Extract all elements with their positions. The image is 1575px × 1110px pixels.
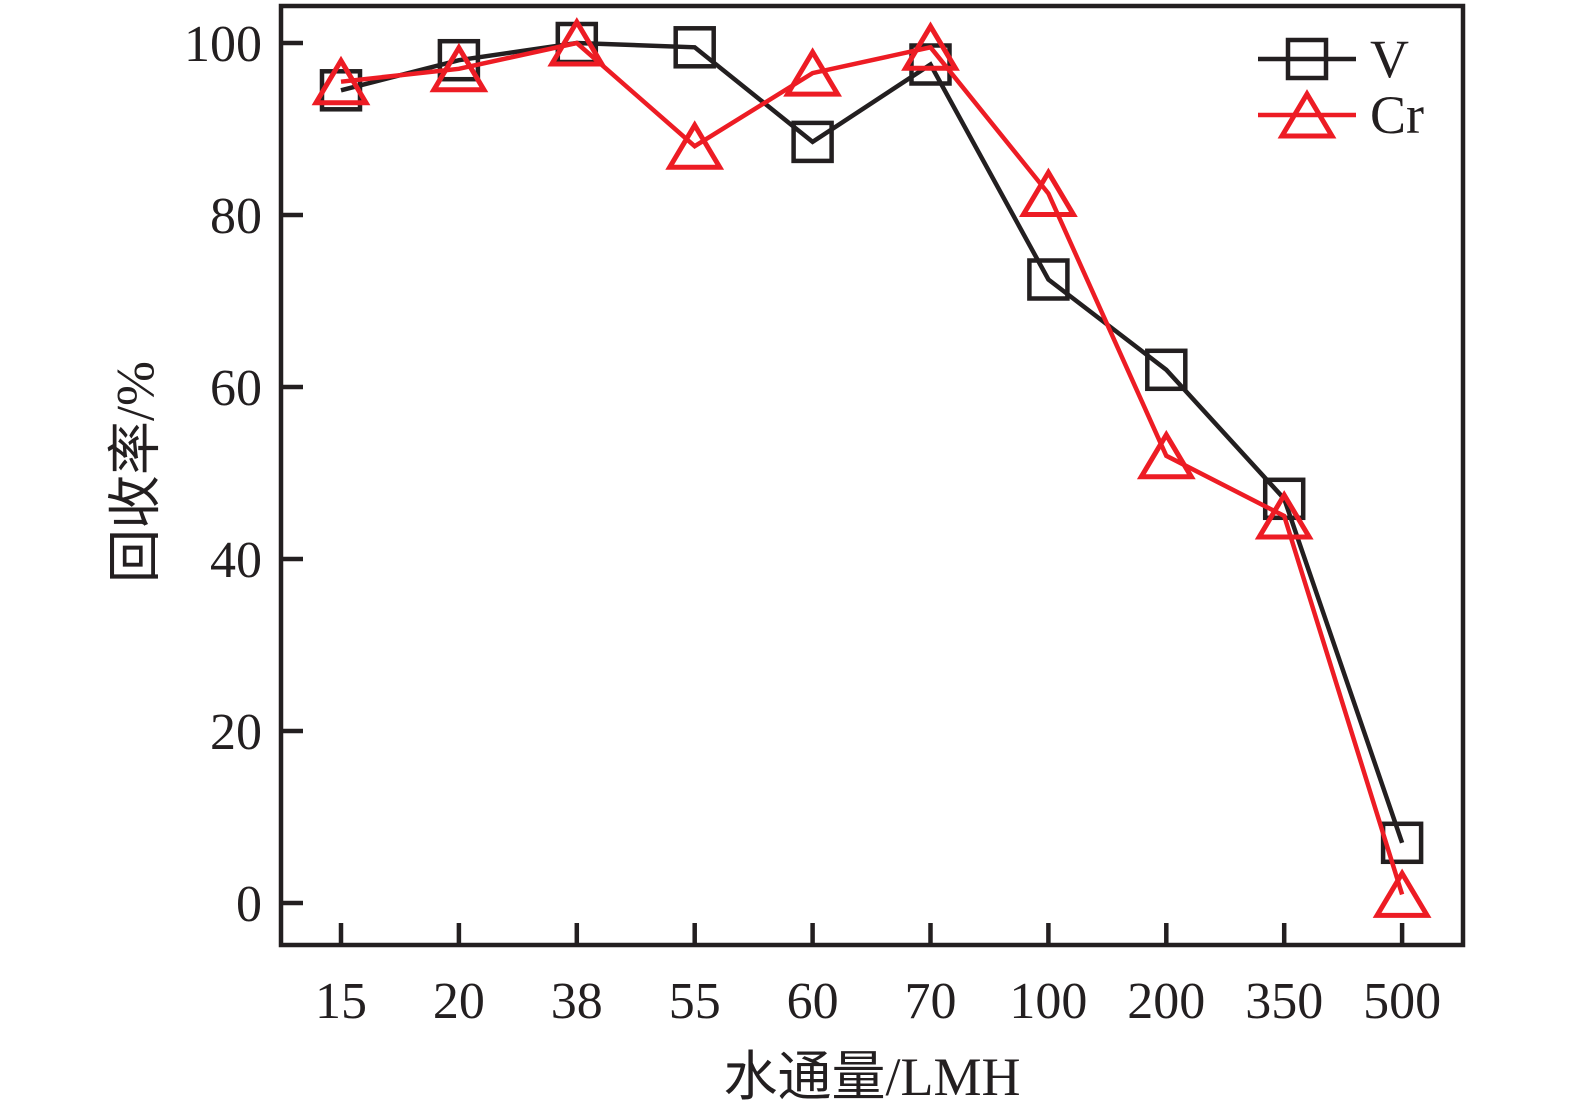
- data-marker-Cr: [1136, 429, 1196, 480]
- legend-label-Cr: Cr: [1370, 85, 1424, 145]
- y-tick-label: 40: [210, 532, 262, 589]
- y-tick-label: 80: [210, 188, 262, 245]
- x-tick-label: 38: [551, 973, 603, 1030]
- x-tick-label: 100: [1009, 973, 1087, 1030]
- legend-entry-Cr: Cr: [1258, 85, 1424, 145]
- data-marker-V: [1380, 821, 1424, 865]
- x-tick-label: 20: [433, 973, 485, 1030]
- data-marker-V: [1027, 258, 1070, 301]
- data-marker-Cr: [1019, 167, 1078, 217]
- data-marker-Cr: [1254, 490, 1314, 540]
- data-marker-Cr: [901, 21, 960, 71]
- x-tick-label: 60: [787, 973, 839, 1030]
- y-tick-label: 100: [184, 16, 262, 73]
- data-marker-Cr: [311, 55, 371, 106]
- series-line-Cr: [340, 40, 1405, 896]
- legend-marker-Cr: [1277, 89, 1337, 139]
- data-marker-Cr: [783, 47, 842, 97]
- y-axis-title: 回收率/%: [105, 361, 166, 583]
- legend-label-V: V: [1370, 29, 1409, 89]
- series-V: [319, 21, 1424, 865]
- legend: VCr: [1258, 29, 1424, 145]
- x-tick-label: 70: [905, 973, 957, 1030]
- legend-entry-V: V: [1258, 29, 1409, 89]
- y-tick-label: 20: [210, 704, 262, 761]
- x-tick-label: 200: [1127, 973, 1205, 1030]
- x-tick-label: 55: [669, 973, 721, 1030]
- data-marker-Cr: [1372, 868, 1432, 918]
- legend-marker-V: [1285, 37, 1329, 81]
- series-line-V: [340, 40, 1405, 844]
- data-marker-Cr: [665, 120, 725, 170]
- x-tick-label: 500: [1363, 973, 1441, 1030]
- data-marker-V: [673, 26, 716, 69]
- data-marker-V: [437, 38, 481, 82]
- data-marker-Cr: [429, 42, 489, 93]
- chart-frame: [278, 3, 1466, 948]
- data-marker-Cr: [547, 17, 607, 67]
- x-tick-label: 350: [1245, 973, 1323, 1030]
- x-tick-label: 15: [315, 973, 367, 1030]
- y-tick-label: 60: [210, 360, 262, 417]
- data-marker-V: [791, 120, 834, 164]
- data-marker-V: [1145, 348, 1188, 392]
- y-tick-label: 0: [236, 876, 262, 933]
- x-axis-title: 水通量/LMH: [723, 1047, 1021, 1107]
- series-Cr: [311, 17, 1432, 918]
